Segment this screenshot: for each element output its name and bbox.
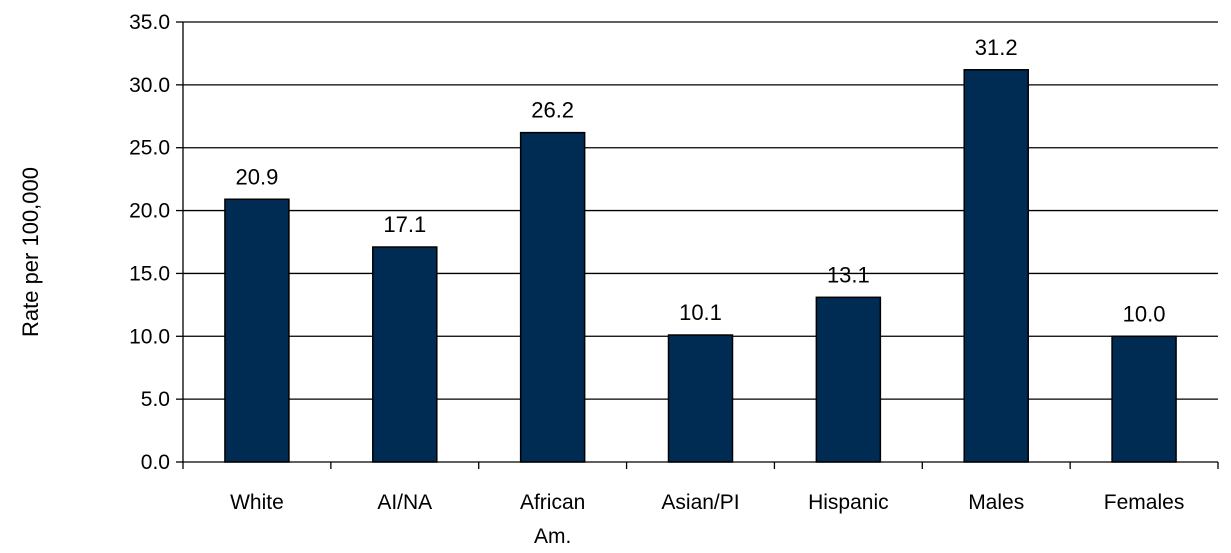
- x-category-label: Males: [968, 491, 1024, 514]
- x-category-label: Asian/PI: [661, 491, 739, 514]
- x-category-label: Females: [1104, 491, 1185, 514]
- data-labels: 20.9 17.1 26.2 10.1 13.1 31.2 10.0: [236, 35, 1166, 327]
- y-axis-ticks: 0.0 5.0 10.0 15.0 20.0 25.0 30.0 35.0: [129, 11, 1219, 474]
- x-category-label: White: [230, 491, 284, 514]
- x-category-label: Am.: [534, 525, 571, 548]
- data-label: 17.1: [383, 212, 426, 237]
- y-tick-label: 0.0: [141, 451, 170, 474]
- data-label: 31.2: [975, 35, 1018, 60]
- y-tick-label: 20.0: [129, 200, 170, 223]
- x-axis-categories: White AI/NA African Am. Asian/PI Hispanic Male…: [230, 491, 1184, 548]
- data-label: 13.1: [827, 262, 870, 287]
- data-label: 10.1: [679, 300, 722, 325]
- x-category-label: African: [520, 491, 585, 514]
- bar: [815, 296, 882, 463]
- x-category-label: AI/NA: [377, 491, 432, 514]
- y-tick-label: 30.0: [129, 74, 170, 97]
- x-category-label: Hispanic: [808, 491, 889, 514]
- bar: [519, 131, 586, 463]
- y-tick-label: 15.0: [129, 262, 170, 285]
- data-label: 20.9: [236, 164, 279, 189]
- y-tick-label: 10.0: [129, 325, 170, 348]
- data-label: 26.2: [531, 98, 574, 123]
- grid-layer: [183, 21, 1218, 400]
- bar: [1111, 335, 1177, 463]
- y-tick-label: 5.0: [141, 388, 170, 411]
- bar: [963, 69, 1029, 463]
- bar: [667, 334, 734, 463]
- bars: [224, 69, 1177, 463]
- y-tick-label: 25.0: [129, 137, 170, 160]
- y-tick-label: 35.0: [129, 11, 170, 34]
- y-axis-title: Rate per 100,000: [18, 167, 43, 337]
- bar: [224, 198, 290, 463]
- data-label: 10.0: [1123, 301, 1166, 326]
- bar: [372, 246, 438, 463]
